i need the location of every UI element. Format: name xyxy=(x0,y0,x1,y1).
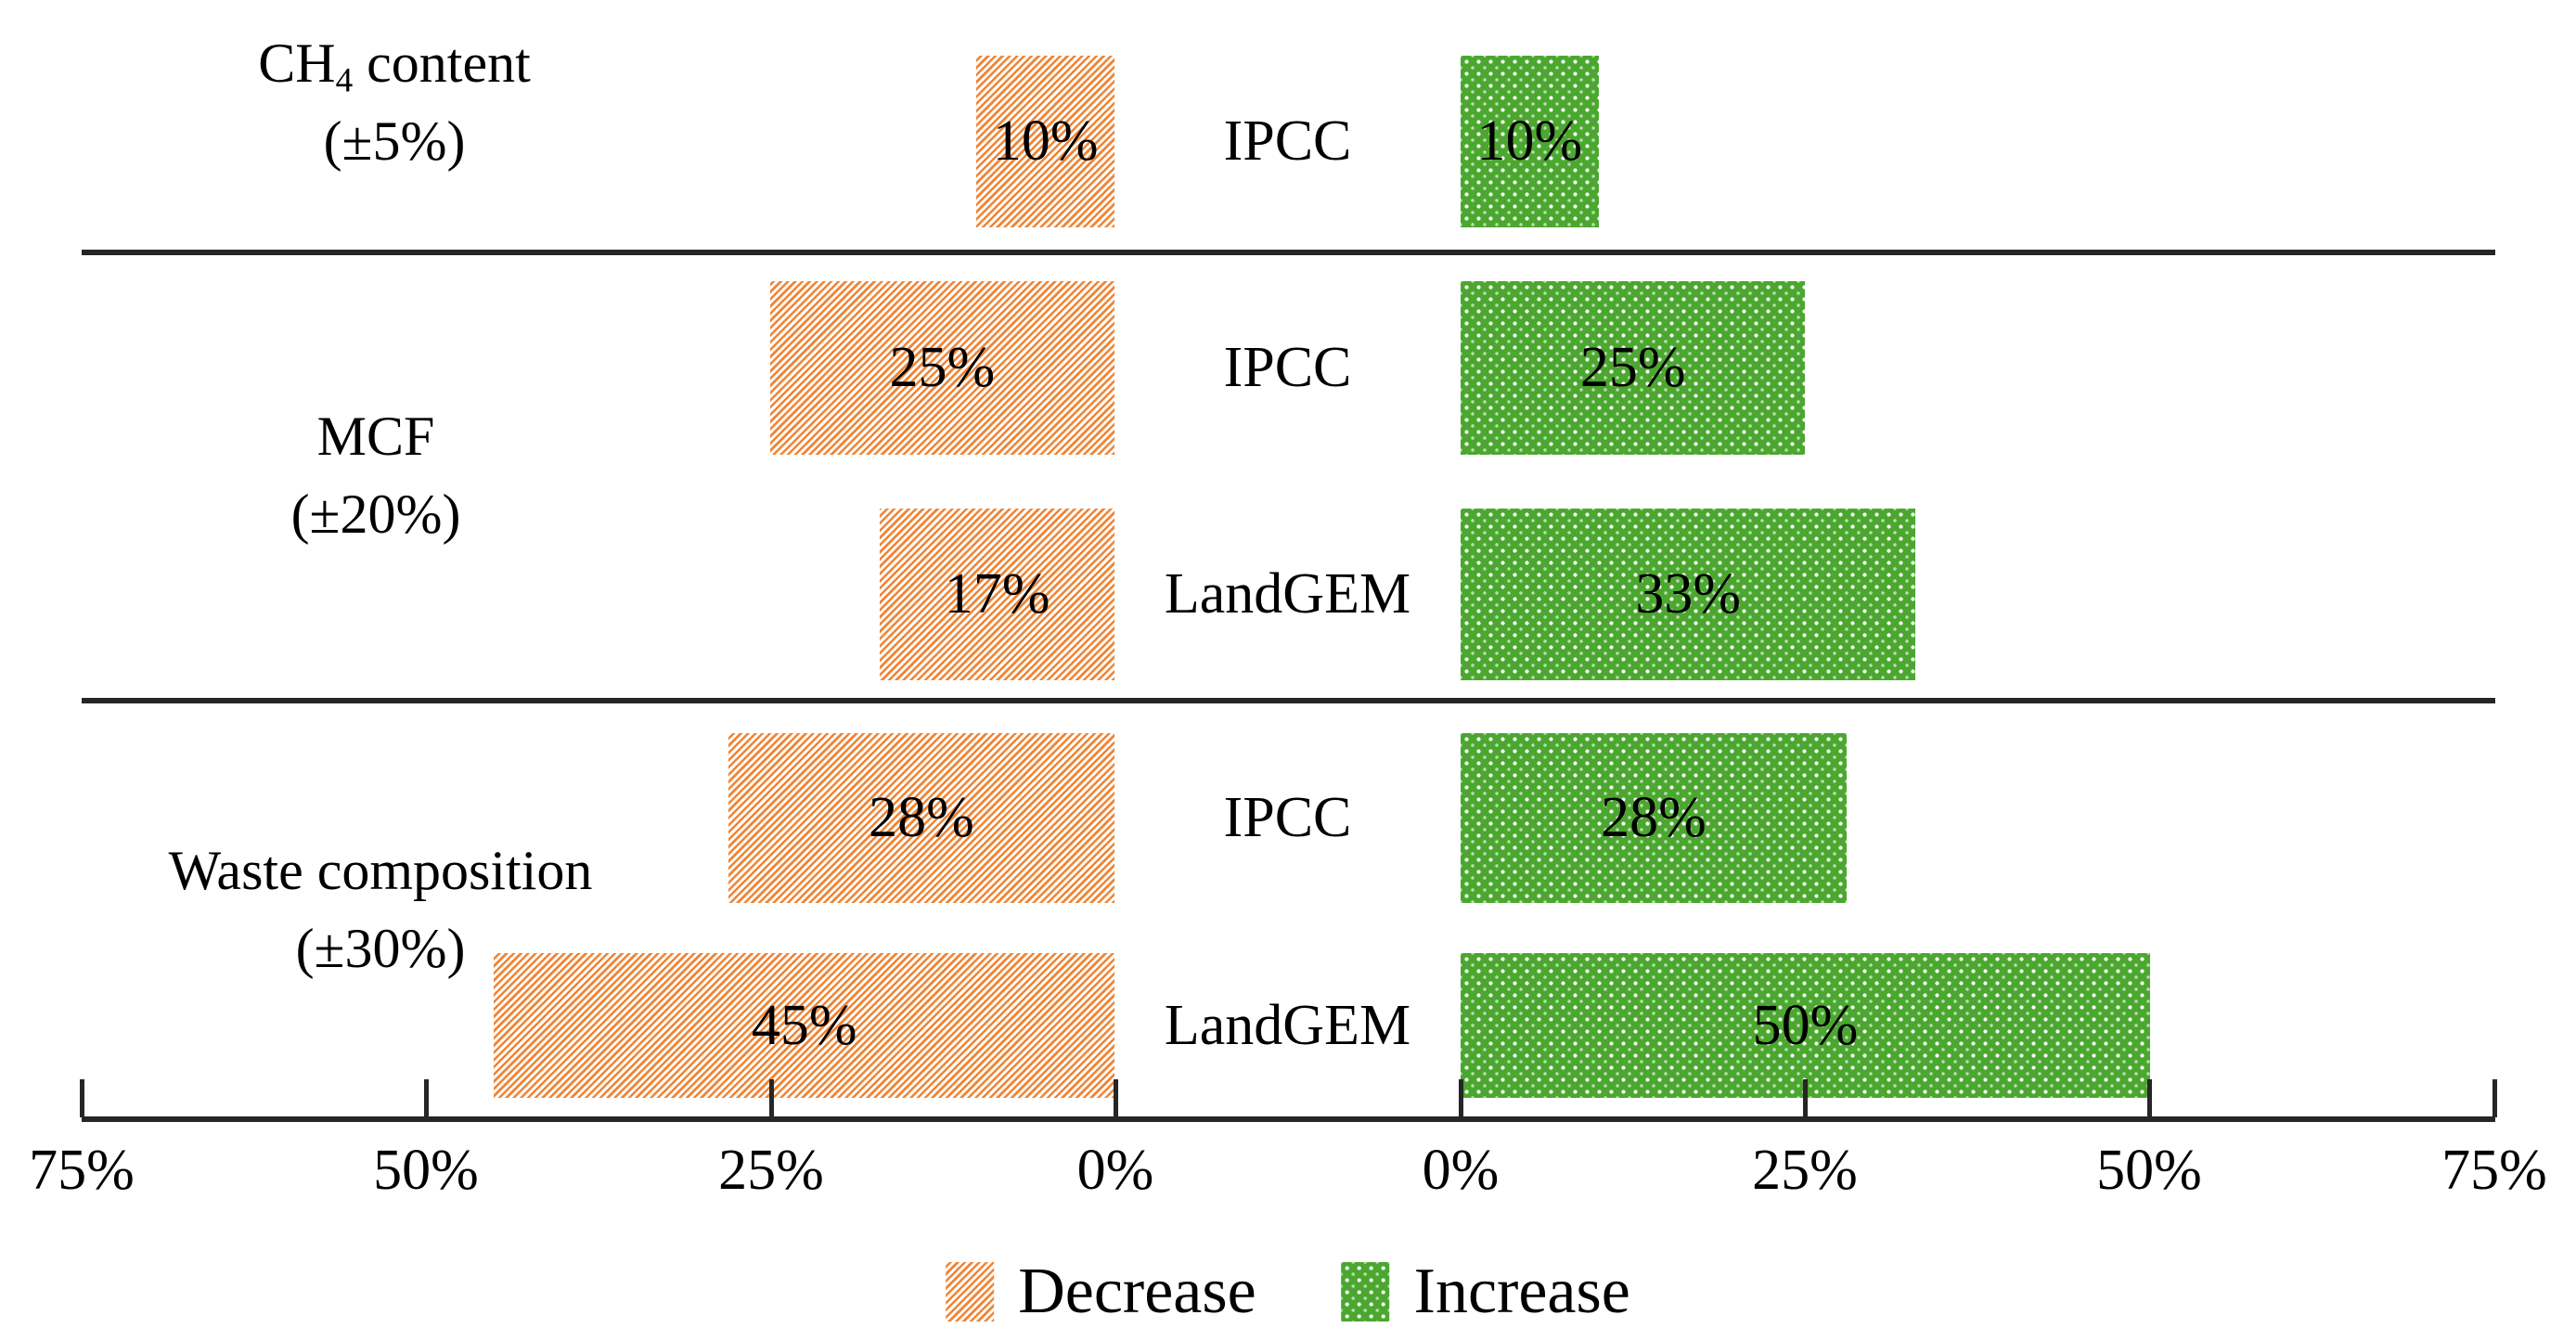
model-label-mcf-ipcc: IPCC xyxy=(1114,281,1461,455)
axis-tick-label: 25% xyxy=(718,1139,824,1202)
model-label-ch4-ipcc: IPCC xyxy=(1114,56,1461,227)
group-label-mcf: MCF (±20%) xyxy=(97,397,654,553)
axis-tick-label: 75% xyxy=(2441,1139,2547,1202)
axis-tick-right-75 xyxy=(2492,1079,2497,1117)
model-label-text: LandGEM xyxy=(1164,993,1411,1057)
axis-tick-left-75 xyxy=(80,1079,84,1117)
axis-tick-left-25 xyxy=(769,1079,774,1117)
axis-tick-label: 75% xyxy=(29,1139,135,1202)
model-label-text: LandGEM xyxy=(1164,562,1411,625)
x-axis-line xyxy=(82,1116,2495,1122)
axis-tick-label: 0% xyxy=(1422,1139,1500,1202)
bar-mcf-ipcc-increase: 25% xyxy=(1461,281,1806,455)
bar-value-label: 33% xyxy=(1635,562,1741,625)
model-label-text: IPCC xyxy=(1223,336,1352,399)
group-label-uncertainty: (±20%) xyxy=(290,484,461,545)
section-separator-2 xyxy=(82,698,2495,703)
bar-value-label: 45% xyxy=(751,993,857,1057)
axis-tick-right-25 xyxy=(1803,1079,1808,1117)
bar-value-label: 25% xyxy=(889,336,996,399)
group-label-ch4-content: CH4 content (±5%) xyxy=(107,24,682,180)
axis-tick-label: 50% xyxy=(2096,1139,2202,1202)
axis-tick-label: 0% xyxy=(1076,1139,1154,1202)
bar-ch4-ipcc-increase: 10% xyxy=(1461,56,1599,227)
bar-waste-ipcc-decrease: 28% xyxy=(728,733,1114,903)
subscript: 4 xyxy=(335,61,354,100)
model-label-waste-ipcc: IPCC xyxy=(1114,733,1461,903)
bar-waste-landgem-decrease: 45% xyxy=(494,953,1114,1098)
bar-waste-landgem-increase: 50% xyxy=(1461,953,2150,1098)
model-label-text: IPCC xyxy=(1223,786,1352,849)
section-separator-1 xyxy=(82,250,2495,255)
axis-tick-right-50 xyxy=(2147,1079,2152,1117)
bar-value-label: 50% xyxy=(1752,993,1859,1057)
group-label-line1: MCF xyxy=(316,406,435,467)
bar-value-label: 10% xyxy=(992,110,1099,173)
legend-swatch-increase xyxy=(1341,1262,1390,1322)
group-label-waste-composition: Waste composition (±30%) xyxy=(97,832,663,987)
bar-waste-ipcc-increase: 28% xyxy=(1461,733,1847,903)
bar-mcf-landgem-increase: 33% xyxy=(1461,509,1916,680)
group-label-line1: CH4 content xyxy=(258,32,531,100)
bar-value-label: 28% xyxy=(1601,786,1707,849)
model-label-mcf-landgem: LandGEM xyxy=(1114,509,1461,680)
group-label-uncertainty: (±30%) xyxy=(295,918,466,979)
axis-tick-left-0 xyxy=(1114,1079,1118,1117)
bar-value-label: 28% xyxy=(869,786,974,849)
bar-value-label: 25% xyxy=(1579,336,1686,399)
bar-mcf-ipcc-decrease: 25% xyxy=(769,281,1114,455)
model-label-text: IPCC xyxy=(1223,110,1352,173)
bar-mcf-landgem-decrease: 17% xyxy=(880,509,1114,680)
legend: Decrease Increase xyxy=(946,1255,1630,1329)
bar-value-label: 17% xyxy=(944,562,1050,625)
axis-tick-left-50 xyxy=(424,1079,429,1117)
group-label-line1: Waste composition xyxy=(168,840,593,901)
legend-swatch-decrease xyxy=(946,1262,995,1322)
axis-tick-label: 25% xyxy=(1752,1139,1858,1202)
group-label-uncertainty: (±5%) xyxy=(323,110,466,172)
axis-tick-right-0 xyxy=(1459,1079,1463,1117)
model-label-waste-landgem: LandGEM xyxy=(1114,953,1461,1098)
legend-label-decrease: Decrease xyxy=(1018,1256,1256,1327)
bar-value-label: 10% xyxy=(1476,110,1583,173)
legend-label-increase: Increase xyxy=(1413,1256,1630,1327)
bar-ch4-ipcc-decrease: 10% xyxy=(976,56,1114,227)
axis-tick-label: 50% xyxy=(373,1139,479,1202)
